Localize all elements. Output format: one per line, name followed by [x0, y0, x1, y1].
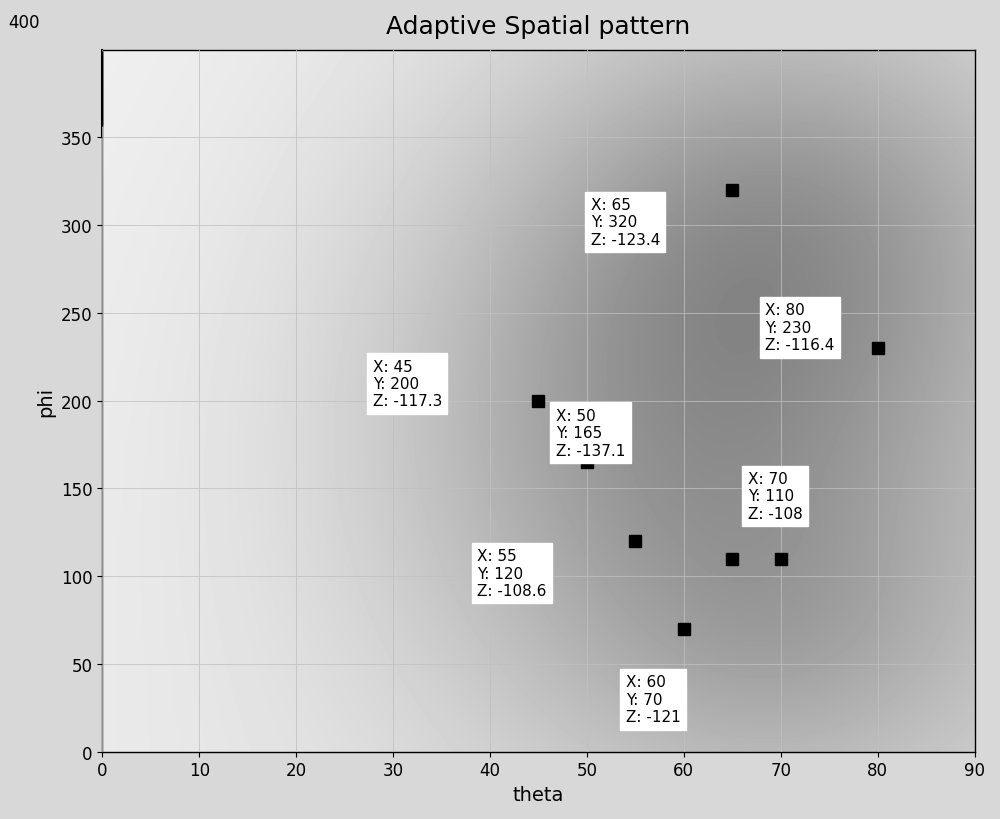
X-axis label: theta: theta	[513, 785, 564, 804]
Text: X: 50
Y: 165
Z: -137.1: X: 50 Y: 165 Z: -137.1	[556, 408, 625, 458]
Text: X: 80
Y: 230
Z: -116.4: X: 80 Y: 230 Z: -116.4	[765, 303, 835, 353]
Text: X: 65
Y: 320
Z: -123.4: X: 65 Y: 320 Z: -123.4	[591, 198, 660, 247]
Y-axis label: phi: phi	[36, 387, 55, 416]
Text: 400: 400	[8, 14, 40, 32]
Text: X: 60
Y: 70
Z: -121: X: 60 Y: 70 Z: -121	[626, 675, 680, 725]
Text: X: 45
Y: 200
Z: -117.3: X: 45 Y: 200 Z: -117.3	[373, 360, 442, 409]
Title: Adaptive Spatial pattern: Adaptive Spatial pattern	[386, 15, 691, 39]
Text: X: 70
Y: 110
Z: -108: X: 70 Y: 110 Z: -108	[748, 471, 802, 521]
Text: X: 55
Y: 120
Z: -108.6: X: 55 Y: 120 Z: -108.6	[477, 549, 547, 598]
